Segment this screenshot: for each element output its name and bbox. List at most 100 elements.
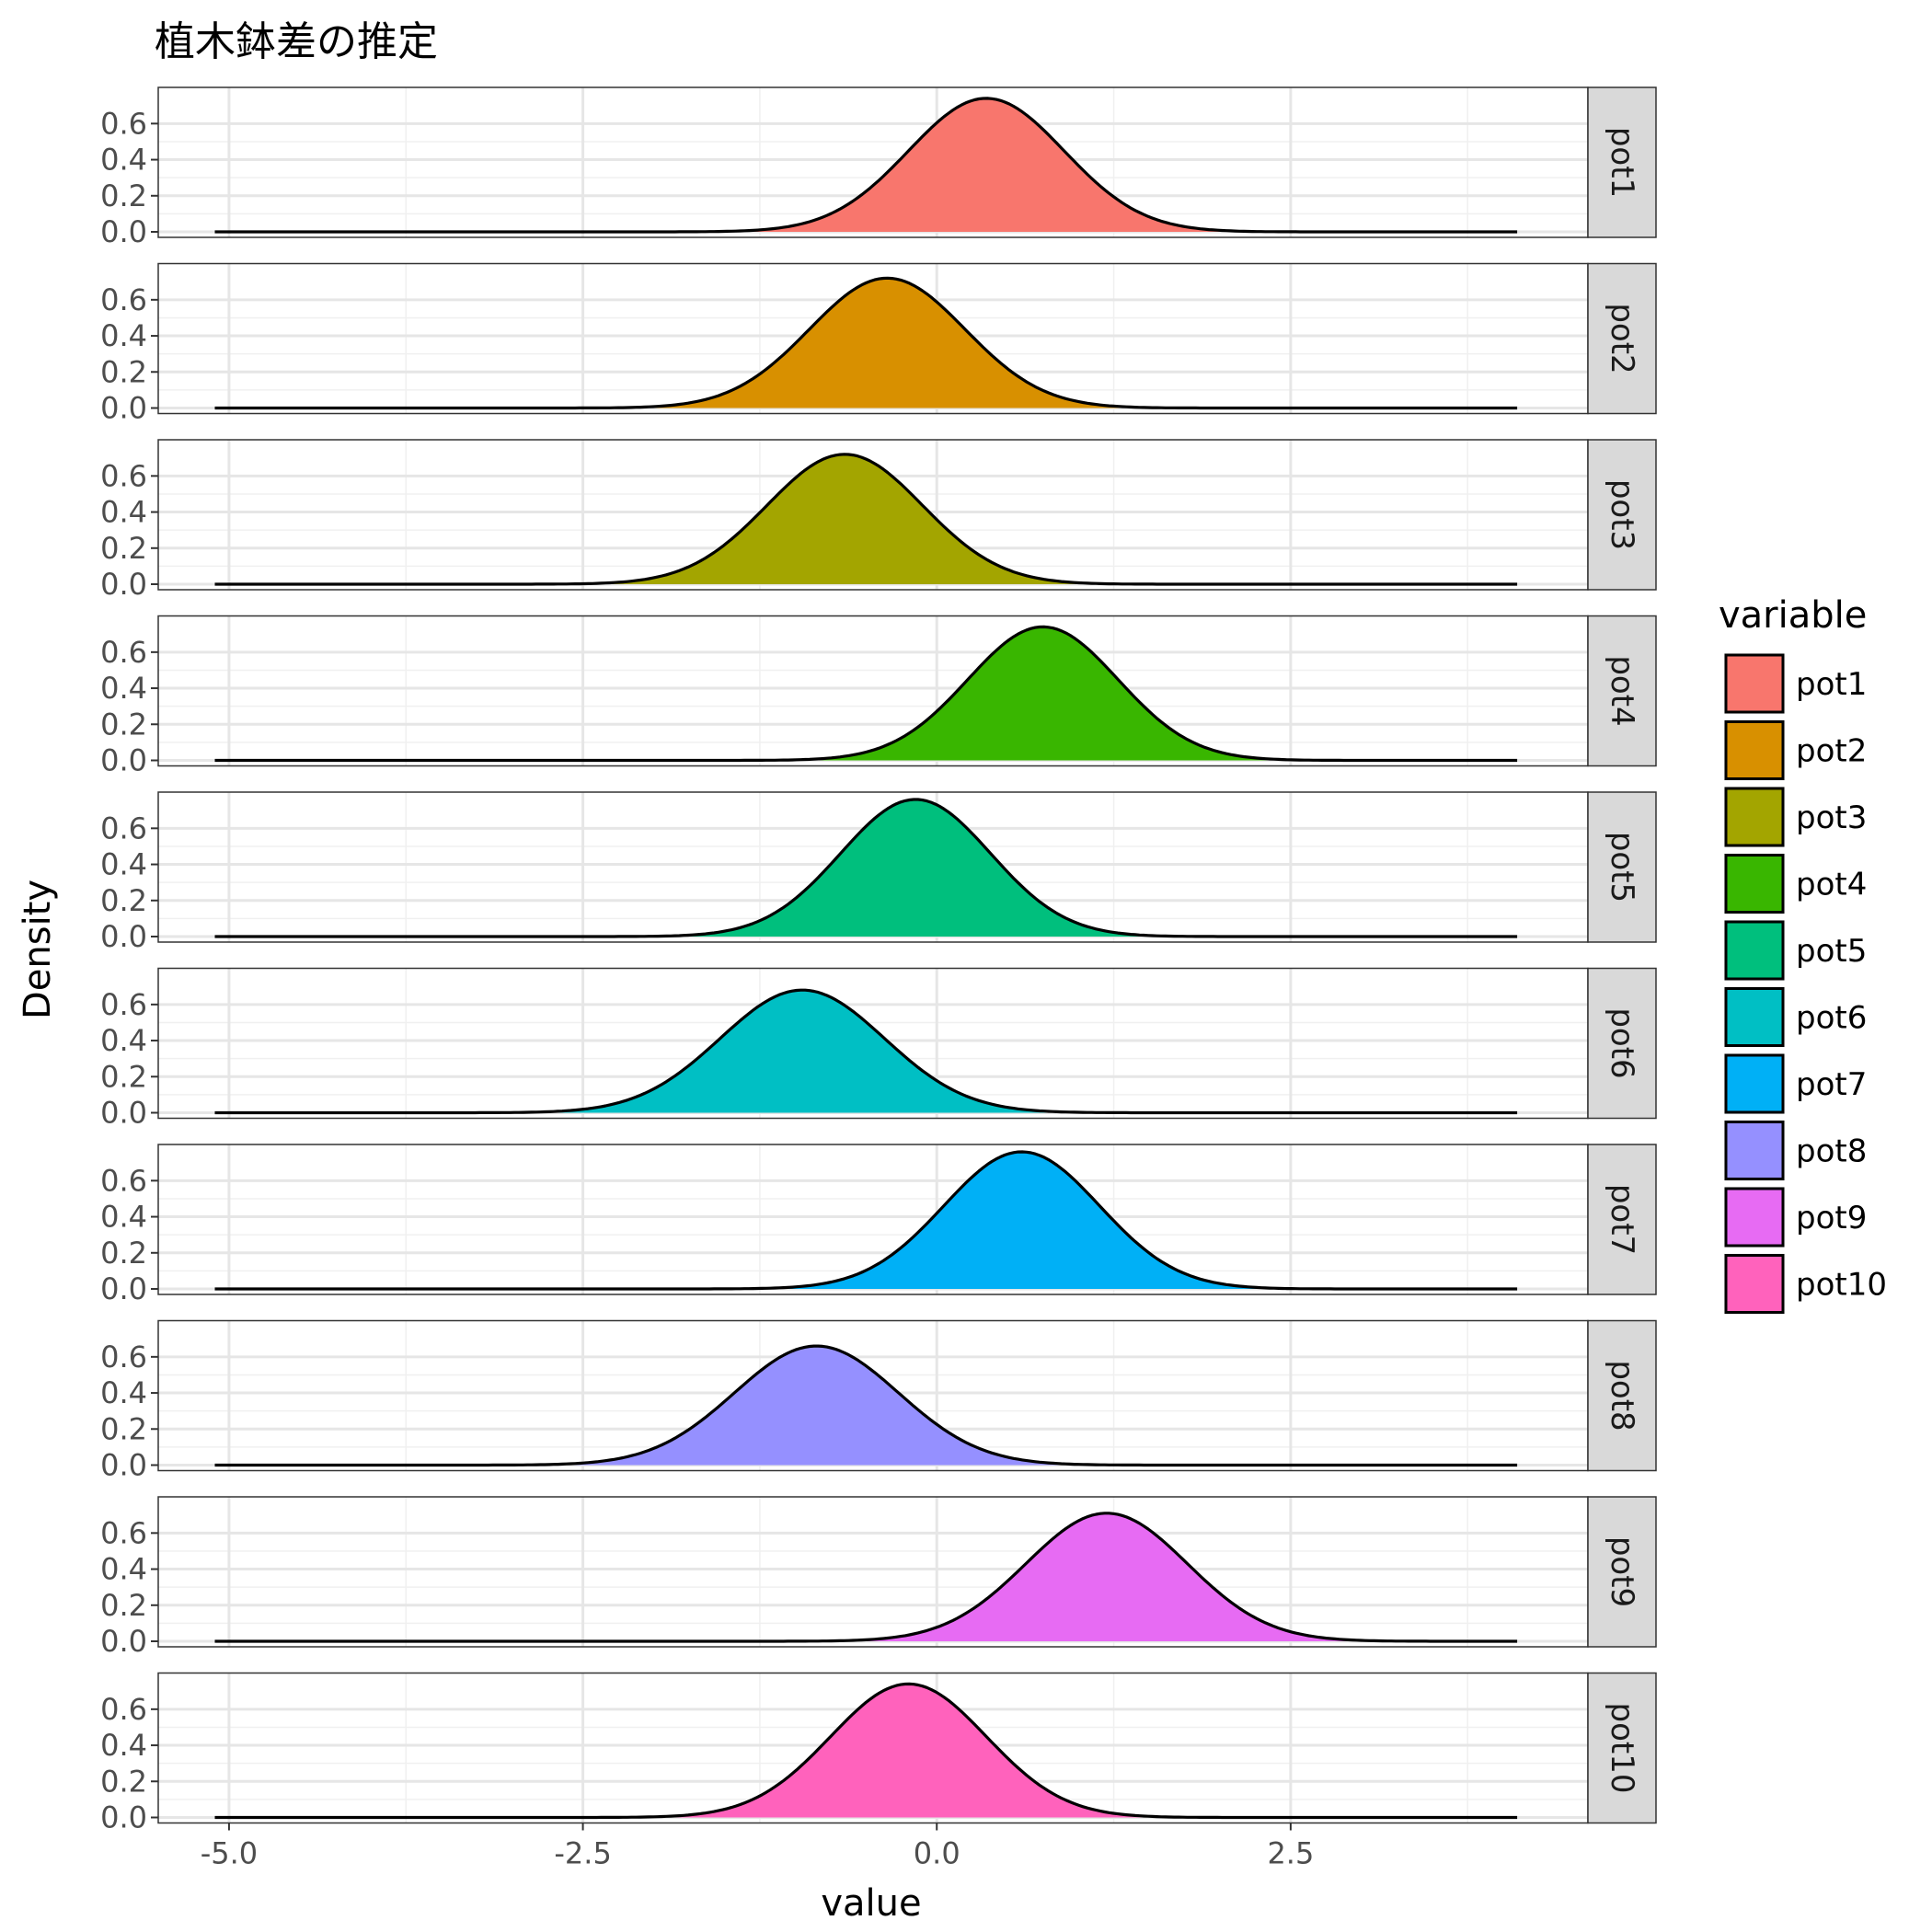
legend-item-pot2: pot2 (1724, 719, 1867, 781)
facet-strip-label: pot2 (1604, 303, 1640, 374)
y-tick-label: 0.0 (100, 743, 147, 778)
facet-strip-label: pot7 (1604, 1184, 1640, 1255)
y-tick-label: 0.4 (100, 847, 147, 882)
legend-swatch (1724, 720, 1785, 780)
x-tick-label: 2.5 (1267, 1836, 1314, 1871)
facet-strip (1587, 86, 1657, 238)
y-tick-label: 0.0 (100, 1448, 147, 1483)
legend-item-pot7: pot7 (1724, 1053, 1867, 1114)
facet-strip-label: pot5 (1604, 832, 1640, 903)
y-tick-label: 0.0 (100, 1624, 147, 1659)
facet-strip-label: pot4 (1604, 655, 1640, 726)
legend-label: pot4 (1796, 867, 1867, 903)
y-tick-label: 0.0 (100, 1271, 147, 1306)
y-tick-label: 0.2 (100, 1236, 147, 1271)
facet-panel-pot4: 0.00.20.40.6 pot4 (100, 615, 1657, 778)
panel-background (158, 615, 1588, 766)
y-tick-label: 0.4 (100, 143, 147, 178)
y-tick-label: 0.6 (100, 106, 147, 141)
legend-item-pot1: pot1 (1724, 653, 1867, 714)
facet-panels: 0.00.20.40.6pot10.00.20.40.6pot20.00.20.… (100, 86, 1657, 1835)
facet-strip (1587, 1672, 1657, 1824)
legend-label: pot8 (1796, 1133, 1867, 1170)
facet-strip-label: pot8 (1604, 1360, 1640, 1431)
legend-label: pot6 (1796, 1000, 1867, 1037)
legend-item-pot3: pot3 (1724, 787, 1867, 847)
y-tick-label: 0.2 (100, 707, 147, 742)
chart-title: 植木鉢差の推定 (155, 18, 438, 65)
facet-panel-pot8: 0.00.20.40.6 pot8 (100, 1319, 1657, 1483)
legend-label: pot9 (1796, 1200, 1867, 1236)
panel-background (158, 1497, 1588, 1647)
y-tick-label: 0.2 (100, 1764, 147, 1799)
y-tick-label: 0.6 (100, 987, 147, 1022)
y-tick-label: 0.6 (100, 282, 147, 317)
legend-label: pot7 (1796, 1066, 1867, 1103)
y-tick-label: 0.6 (100, 1692, 147, 1727)
y-tick-label: 0.2 (100, 1588, 147, 1623)
facet-strip (1587, 262, 1657, 415)
density-area-pot5 (214, 799, 1518, 937)
facet-strip-label: pot3 (1604, 479, 1640, 550)
density-line-pot5 (214, 798, 1518, 938)
y-tick-label: 0.4 (100, 1200, 147, 1235)
y-tick-label: 0.4 (100, 318, 147, 353)
y-tick-label: 0.2 (100, 1411, 147, 1446)
x-axis: -5.0 -2.5 0.0 2.5 (201, 1823, 1314, 1871)
y-tick-label: 0.2 (100, 531, 147, 566)
density-line-pot10 (214, 1682, 1518, 1820)
y-tick-label: 0.4 (100, 1375, 147, 1410)
facet-panel-pot2: 0.00.20.40.6 pot2 (100, 262, 1657, 426)
facet-panel-pot9: 0.00.20.40.6 pot9 (100, 1496, 1657, 1659)
x-tick-label: -2.5 (554, 1836, 611, 1871)
y-tick-label: 0.4 (100, 1728, 147, 1763)
facet-strip (1587, 1496, 1657, 1648)
legend-title: variable (1719, 594, 1867, 637)
facet-panel-pot10: 0.00.20.40.6 pot10 (100, 1672, 1657, 1835)
y-tick-label: 0.2 (100, 1059, 147, 1094)
density-line-pot2 (214, 276, 1518, 410)
facet-strip-label: pot1 (1604, 127, 1640, 198)
x-tick-label: 0.0 (914, 1836, 960, 1871)
density-area-pot2 (214, 278, 1518, 408)
y-tick-label: 0.2 (100, 883, 147, 918)
y-tick-label: 0.0 (100, 567, 147, 602)
density-line-pot7 (214, 1150, 1518, 1291)
facet-strip (1587, 615, 1657, 767)
legend-label: pot10 (1796, 1267, 1887, 1304)
legend-swatch (1724, 987, 1785, 1047)
legend-label: pot3 (1796, 799, 1867, 836)
y-tick-label: 0.6 (100, 811, 147, 845)
y-tick-label: 0.6 (100, 1340, 147, 1374)
legend-item-pot4: pot4 (1724, 853, 1867, 914)
facet-panel-pot7: 0.00.20.40.6 pot7 (100, 1144, 1657, 1306)
legend-label: pot2 (1796, 733, 1867, 770)
y-axis-label: Density (17, 880, 59, 1019)
y-tick-label: 0.0 (100, 214, 147, 249)
y-tick-label: 0.4 (100, 671, 147, 706)
y-tick-label: 0.6 (100, 458, 147, 493)
facet-strip (1587, 1144, 1657, 1295)
legend-label: pot5 (1796, 933, 1867, 970)
y-tick-label: 0.0 (100, 391, 147, 426)
y-tick-label: 0.0 (100, 919, 147, 954)
legend-swatch (1724, 1053, 1785, 1114)
facet-strip (1587, 967, 1657, 1120)
legend-item-pot10: pot10 (1724, 1253, 1887, 1315)
legend-item-pot8: pot8 (1724, 1120, 1867, 1181)
legend-items: pot1 pot2 pot3 pot4 pot5 pot6 pot7 pot8 pot9 pot1… (1724, 653, 1887, 1315)
legend-swatch (1724, 787, 1785, 847)
y-tick-label: 0.0 (100, 1096, 147, 1131)
density-area-pot1 (214, 98, 1518, 233)
legend-swatch (1724, 1121, 1785, 1180)
density-area-pot6 (214, 990, 1518, 1113)
facet-panel-pot1: 0.00.20.40.6 pot1 (100, 86, 1657, 249)
legend-item-pot9: pot9 (1724, 1187, 1867, 1248)
facet-panel-pot3: 0.00.20.40.6 pot3 (100, 439, 1657, 602)
facet-panel-pot5: 0.00.20.40.6 pot5 (100, 791, 1657, 954)
density-area-pot10 (214, 1684, 1518, 1818)
x-axis-label: value (821, 1882, 921, 1925)
facet-strip (1587, 1319, 1657, 1472)
density-line-pot6 (214, 988, 1518, 1115)
